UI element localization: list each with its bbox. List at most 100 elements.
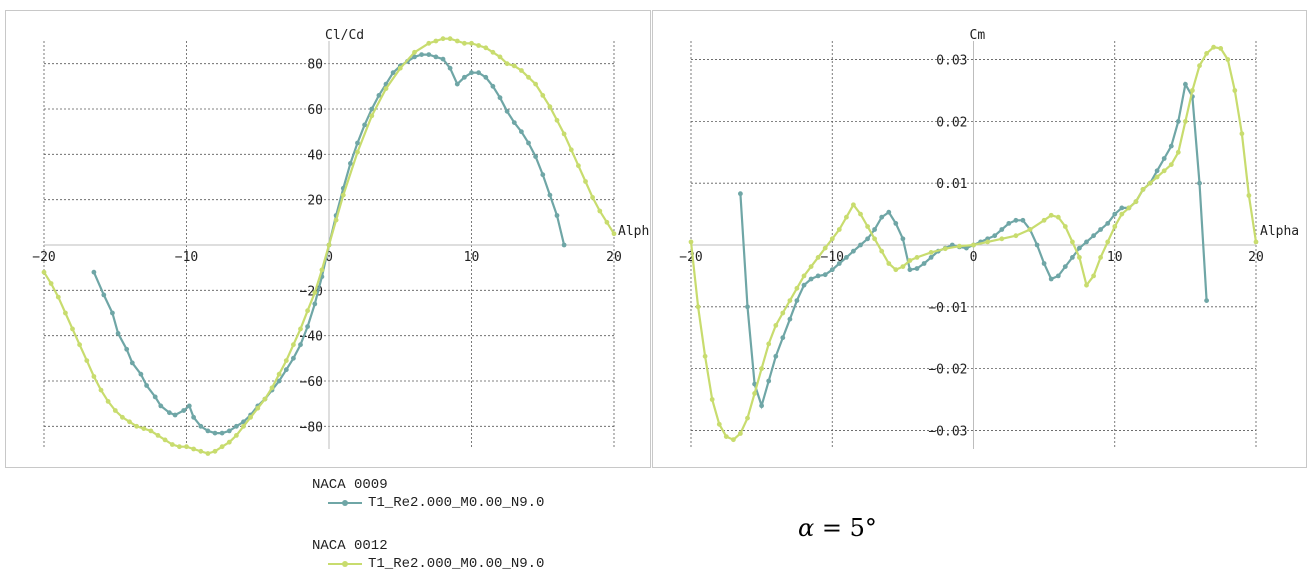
data-point xyxy=(511,63,517,69)
data-point xyxy=(844,214,849,220)
data-point xyxy=(561,242,567,248)
data-point xyxy=(787,298,793,303)
data-point xyxy=(390,70,396,76)
data-point xyxy=(291,342,296,348)
data-point xyxy=(1175,149,1181,155)
data-point xyxy=(319,267,325,273)
data-point xyxy=(172,412,178,418)
data-point xyxy=(219,430,225,436)
data-point xyxy=(695,304,701,310)
data-point xyxy=(815,273,821,279)
y-axis-title: Cl/Cd xyxy=(325,28,364,43)
data-point xyxy=(1161,156,1167,161)
data-point xyxy=(808,264,814,269)
data-point xyxy=(1204,51,1209,56)
x-axis-title: Alpha xyxy=(618,224,650,239)
data-point xyxy=(186,403,192,409)
data-point xyxy=(1147,180,1153,186)
x-tick-label: 10 xyxy=(1107,250,1123,265)
x-tick-label: 10 xyxy=(464,250,480,265)
data-point xyxy=(1232,88,1238,93)
data-point xyxy=(1105,239,1111,245)
data-point xyxy=(497,54,503,60)
data-point xyxy=(766,341,772,347)
series-naca-0012 xyxy=(688,44,1259,443)
data-point xyxy=(540,93,546,98)
data-point xyxy=(1027,227,1033,232)
data-point xyxy=(440,56,446,62)
data-point xyxy=(533,154,538,160)
data-point xyxy=(234,423,239,429)
data-point xyxy=(519,68,524,73)
data-point xyxy=(298,326,303,332)
data-point xyxy=(780,335,786,341)
data-point xyxy=(780,310,786,316)
x-tick-label: 20 xyxy=(606,250,622,265)
alpha-symbol: α xyxy=(798,514,815,542)
data-point xyxy=(1013,233,1019,239)
data-point xyxy=(48,281,54,286)
data-point xyxy=(1020,217,1026,223)
data-point xyxy=(1077,255,1082,260)
data-point xyxy=(1190,88,1195,93)
data-point xyxy=(115,331,121,336)
data-point xyxy=(1197,180,1202,186)
cm-chart-panel: −0.03 −0.02 −0.01 0.01 0.02 0.03 −20 −10 0 10 20 Cm… xyxy=(652,10,1307,468)
data-point xyxy=(476,43,481,48)
x-tick-label: 20 xyxy=(1248,250,1264,265)
data-point xyxy=(738,431,743,436)
y-tick-label: −60 xyxy=(300,375,323,390)
data-point xyxy=(745,415,750,421)
data-point xyxy=(1041,217,1047,223)
data-point xyxy=(483,74,489,80)
data-point xyxy=(759,403,764,409)
data-point xyxy=(234,433,239,438)
data-point xyxy=(440,36,446,42)
data-point xyxy=(999,227,1005,232)
data-point xyxy=(205,428,211,434)
legend-marker-swatch xyxy=(342,561,348,567)
data-point xyxy=(490,83,496,89)
alpha-value: = 5° xyxy=(821,514,877,542)
data-point xyxy=(333,217,339,223)
data-point xyxy=(879,214,885,220)
data-point xyxy=(283,358,289,363)
alpha-formula: α = 5° xyxy=(798,514,877,542)
data-point xyxy=(1062,224,1068,229)
cl-cd-chart-panel: −80 −60 −40 −20 20 40 60 80 −20 −10 0 10 20 Cl/Cd Alph… xyxy=(5,10,651,468)
data-point xyxy=(91,374,97,379)
data-point xyxy=(1253,239,1259,245)
x-tick-label: 0 xyxy=(970,250,978,265)
data-point xyxy=(1091,273,1096,279)
data-point xyxy=(248,414,254,420)
data-point xyxy=(928,250,934,255)
data-point xyxy=(105,399,111,404)
data-point xyxy=(752,391,757,396)
data-point xyxy=(723,434,729,439)
data-point xyxy=(1070,239,1075,245)
legend-entry: T1_Re2.000_M0.00_N9.0 xyxy=(312,494,544,512)
y-axis-title: Cm xyxy=(970,28,986,43)
data-point xyxy=(241,419,246,425)
data-point xyxy=(283,367,289,373)
data-point xyxy=(822,245,828,251)
data-point xyxy=(348,161,353,166)
data-point xyxy=(1239,131,1245,137)
data-point xyxy=(865,236,870,242)
data-point xyxy=(98,387,104,393)
data-point xyxy=(1112,211,1118,217)
data-point xyxy=(1084,282,1089,288)
data-point xyxy=(1055,273,1061,279)
data-point xyxy=(992,233,998,239)
data-point xyxy=(1070,255,1075,260)
data-point xyxy=(801,282,807,288)
data-point xyxy=(547,192,553,198)
data-point xyxy=(554,213,560,218)
data-point xyxy=(540,172,546,178)
data-point xyxy=(167,410,172,416)
data-point xyxy=(1098,227,1103,232)
data-point xyxy=(1055,214,1061,220)
data-point xyxy=(1077,245,1082,251)
data-point xyxy=(611,231,617,237)
